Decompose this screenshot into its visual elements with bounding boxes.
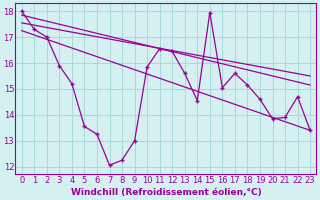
X-axis label: Windchill (Refroidissement éolien,°C): Windchill (Refroidissement éolien,°C): [70, 188, 261, 197]
